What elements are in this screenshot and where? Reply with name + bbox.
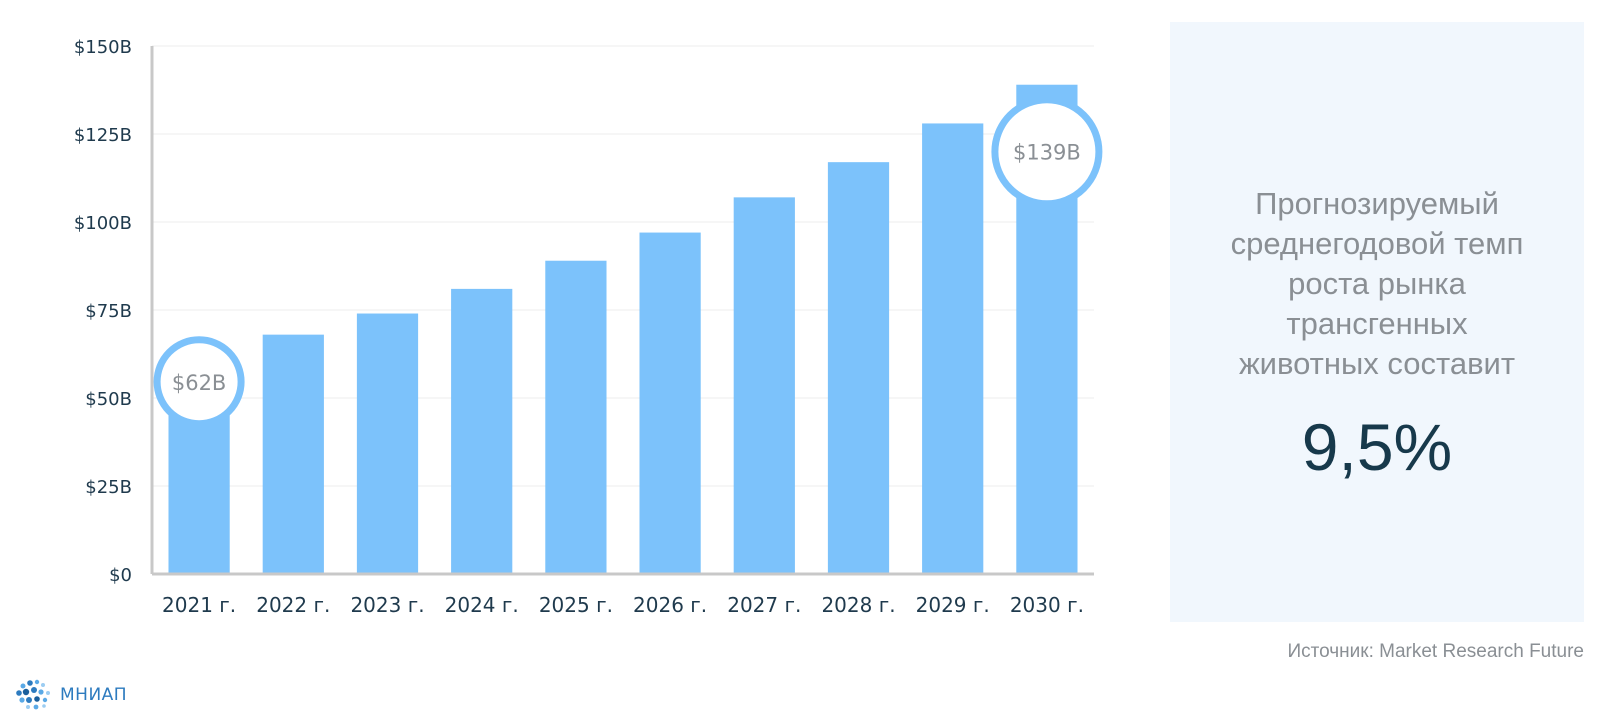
cagr-panel: Прогнозируемый среднегодовой темп роста …	[1170, 22, 1584, 622]
callout: $62B	[153, 336, 245, 428]
y-tick-label: $75B	[85, 301, 132, 322]
y-tick-label: $150B	[74, 37, 132, 58]
bar	[922, 123, 984, 574]
y-tick-labels: $0 $25B $50B $75B $100B $125B $150B	[74, 37, 132, 586]
cagr-description-line: трансгенных	[1286, 306, 1468, 341]
bar	[827, 162, 890, 574]
x-tick-label: 2021 г.	[162, 593, 236, 617]
bar	[545, 260, 607, 574]
y-tick-label: $100B	[74, 213, 132, 234]
y-tick-label: $125B	[74, 125, 132, 146]
callout-ring	[991, 96, 1103, 208]
x-tick-label: 2026 г.	[633, 593, 707, 617]
x-tick-label: 2025 г.	[539, 593, 613, 617]
cagr-value: 9,5%	[1301, 410, 1453, 484]
x-tick-labels: 2021 г. 2022 г. 2023 г. 2024 г. 2025 г. 2026 …	[162, 593, 1084, 617]
cagr-description-line: Прогнозируемый	[1255, 186, 1499, 221]
logo-text: МНИАП	[60, 685, 128, 705]
bar	[733, 197, 795, 575]
source-note: Источник: Market Research Future	[1287, 641, 1584, 662]
dotted-globe-logo-icon	[16, 679, 50, 710]
bar-chart: $0$25B$50B$75B$100B$125B$150B 2021 г. 202…	[74, 37, 1103, 617]
cagr-description-line: среднегодовой темп	[1230, 226, 1524, 261]
callout-label: $62B	[172, 371, 227, 395]
bar	[639, 232, 701, 574]
callout: $139B	[991, 96, 1103, 208]
callout-label: $139B	[1013, 141, 1081, 165]
callouts: $62B $139B	[153, 96, 1103, 428]
x-tick-label: 2027 г.	[727, 593, 801, 617]
bar	[262, 334, 324, 574]
bar	[356, 313, 419, 574]
bars	[168, 84, 1078, 575]
x-tick-label: 2023 г.	[350, 593, 424, 617]
callout-ring	[153, 336, 245, 428]
logo: МНИАП	[14, 678, 127, 712]
cagr-description-line: животных составит	[1238, 346, 1516, 381]
cagr-description-line: роста рынка	[1288, 266, 1466, 301]
x-tick-label: 2024 г.	[445, 593, 519, 617]
bar	[451, 288, 513, 574]
y-tick-label: $25B	[85, 477, 132, 498]
x-tick-label: 2029 г.	[916, 593, 990, 617]
x-tick-label: 2028 г.	[821, 593, 895, 617]
x-tick-label: 2030 г.	[1010, 593, 1084, 617]
cagr-description: Прогнозируемый среднегодовой темп роста …	[1170, 184, 1584, 384]
axes	[150, 46, 1094, 576]
y-tick-label: $0	[109, 565, 132, 586]
x-tick-label: 2022 г.	[256, 593, 330, 617]
y-tick-label: $50B	[85, 389, 132, 410]
